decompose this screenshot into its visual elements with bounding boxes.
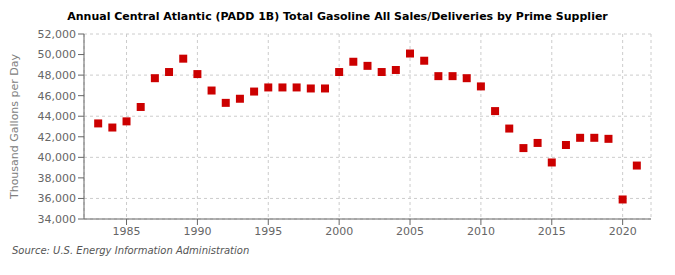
html-text:Source: U.S. Energy Informatio: Source: U.S. Energy Information Administ… (12, 245, 250, 256)
svg-text:42,000: 42,000 (38, 131, 77, 144)
svg-text:44,000: 44,000 (38, 110, 77, 123)
svg-text:2005: 2005 (396, 225, 424, 238)
svg-text:2020: 2020 (609, 225, 637, 238)
svg-text:52,000: 52,000 (38, 28, 77, 41)
svg-text:1990: 1990 (183, 225, 211, 238)
svg-text:34,000: 34,000 (38, 213, 77, 226)
svg-text:1985: 1985 (113, 225, 141, 238)
svg-text:38,000: 38,000 (38, 172, 77, 185)
svg-text:50,000: 50,000 (38, 48, 77, 61)
svg-text:Thousand Gallons per Day: Thousand Gallons per Day (8, 53, 21, 200)
svg-text:40,000: 40,000 (38, 151, 77, 164)
svg-text:2015: 2015 (538, 225, 566, 238)
html-text:Annual Central Atlantic (PADD: Annual Central Atlantic (PADD 1B) Total … (67, 10, 608, 23)
svg-text:46,000: 46,000 (38, 90, 77, 103)
svg-text:36,000: 36,000 (38, 192, 77, 205)
svg-text:2010: 2010 (467, 225, 495, 238)
svg-text:1995: 1995 (254, 225, 282, 238)
svg-text:48,000: 48,000 (38, 69, 77, 82)
svg-text:2000: 2000 (325, 225, 353, 238)
